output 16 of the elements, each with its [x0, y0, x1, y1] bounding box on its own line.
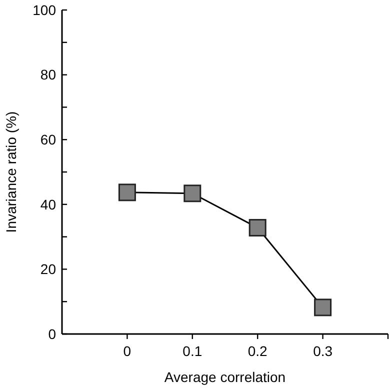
y-axis-title: Invariance ratio (%) [3, 111, 19, 233]
y-tick-label: 40 [40, 196, 56, 212]
y-tick-label: 80 [40, 66, 56, 83]
x-tick-label: 0 [123, 343, 132, 359]
point [184, 184, 202, 202]
y-tick-label: 100 [32, 2, 56, 18]
point [248, 218, 266, 236]
y-tick-label: 60 [40, 132, 56, 148]
x-axis-title: Average correlation [164, 369, 286, 385]
x-tick-label: 0.1 [182, 343, 202, 359]
point [314, 298, 332, 316]
y-tick-label: 20 [40, 261, 56, 278]
point [118, 184, 136, 202]
x-tick-label: 0.3 [313, 343, 333, 359]
x-tick-label: 0.2 [248, 343, 268, 359]
y-tick-label: 0 [48, 326, 56, 342]
